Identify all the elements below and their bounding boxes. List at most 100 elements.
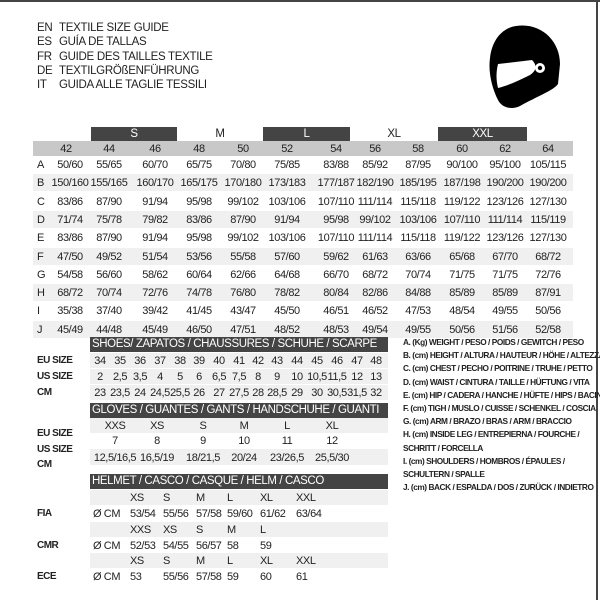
table-cell: 9 bbox=[274, 371, 280, 383]
legend-line: C. (cm) CHEST / PECHO / POITRINE / TRUHE… bbox=[403, 363, 593, 374]
table-cell: 91/94 bbox=[142, 195, 168, 208]
table-cell: S bbox=[199, 420, 207, 432]
table-cell: 49/52 bbox=[96, 250, 122, 263]
table-cell: 49/55 bbox=[492, 305, 518, 318]
helmet-unit: Ø CM bbox=[93, 571, 121, 583]
size-group-m: M bbox=[177, 127, 263, 141]
table-cell: 103/106 bbox=[268, 195, 306, 208]
table-cell: 54/58 bbox=[57, 268, 83, 281]
table-cell: 83/86 bbox=[57, 195, 83, 208]
size-number: 62 bbox=[499, 142, 511, 155]
table-cell: 45 bbox=[311, 355, 323, 367]
table-cell: 51/54 bbox=[142, 250, 168, 263]
table-cell: 43/47 bbox=[230, 305, 256, 318]
size-number: 60 bbox=[456, 142, 468, 155]
size-group-label: XL bbox=[387, 128, 401, 140]
table-cell: 91/94 bbox=[142, 232, 168, 245]
table-cell: 48/53 bbox=[323, 323, 349, 336]
table-cell: 127/130 bbox=[529, 232, 567, 245]
row-label: CM bbox=[37, 459, 52, 470]
table-cell: 119/122 bbox=[443, 232, 481, 245]
table-cell: 60/64 bbox=[186, 268, 212, 281]
table-cell: 13 bbox=[370, 371, 382, 383]
size-number: 44 bbox=[103, 142, 115, 155]
table-cell: 160/170 bbox=[136, 177, 174, 190]
table-cell: 47/53 bbox=[405, 305, 431, 318]
table-cell: 83/86 bbox=[186, 213, 212, 226]
table-cell: 31,5 bbox=[347, 387, 367, 399]
table-cell: 50/60 bbox=[57, 159, 83, 171]
table-cell: XL bbox=[325, 420, 339, 432]
measurement-legend: A. (Kg) WEIGHT / PESO / POIDS / GEWITCH … bbox=[403, 336, 600, 494]
table-cell: 36 bbox=[134, 355, 146, 367]
table-cell: 41 bbox=[233, 355, 245, 367]
size-number: 58 bbox=[412, 142, 424, 155]
table-cell: XS bbox=[150, 420, 164, 432]
row-label: US SIZE bbox=[37, 444, 73, 455]
table-cell: 34 bbox=[94, 355, 106, 367]
table-cell: 99/102 bbox=[359, 213, 391, 226]
table-cell: XXS bbox=[104, 420, 126, 432]
table-cell: 187/198 bbox=[443, 177, 481, 190]
title-line: IT GUIDA ALLE TAGLIE TESSILI bbox=[37, 78, 213, 92]
row-letter: I bbox=[37, 305, 40, 318]
table-cell: 7 bbox=[112, 435, 118, 447]
table-cell: 83/88 bbox=[323, 159, 349, 171]
size-number: 56 bbox=[369, 142, 381, 155]
language-code: EN bbox=[37, 22, 53, 34]
table-cell: 42 bbox=[252, 355, 264, 367]
table-cell: 2,5 bbox=[112, 371, 128, 383]
table-cell: 83/86 bbox=[57, 232, 83, 245]
table-cell: M bbox=[239, 420, 249, 432]
table-cell: 71/74 bbox=[57, 213, 83, 226]
helmet-standard-label: FIA bbox=[37, 508, 52, 519]
table-cell: 45/50 bbox=[274, 305, 300, 318]
helmet-value: 59 bbox=[260, 539, 272, 552]
helmet-size: L bbox=[227, 555, 233, 567]
table-cell: 16,5/19 bbox=[140, 452, 174, 464]
table-cell: 115/118 bbox=[400, 232, 436, 245]
size-number: 48 bbox=[193, 142, 205, 155]
legend-line: H. (cm) INSIDE LEG / ENTREPIERNA / FOURC… bbox=[403, 429, 580, 440]
size-number: 46 bbox=[149, 142, 161, 155]
size-group-xl: XL bbox=[350, 127, 438, 141]
legend-line: J. (cm) BACK / ESPALDA / DOS / ZURÜCK / … bbox=[403, 482, 594, 493]
size-group-xxl: XXL bbox=[438, 127, 527, 141]
helmet-unit: Ø CM bbox=[93, 539, 121, 552]
table-cell: 29 bbox=[291, 387, 303, 399]
row-label: CM bbox=[37, 387, 52, 398]
helmet-size: XS bbox=[163, 523, 177, 536]
row-letter: C bbox=[37, 195, 45, 208]
row-letter: E bbox=[37, 232, 44, 245]
table-cell: 150/160 bbox=[51, 177, 89, 190]
title-line: DE TEXTILGRÖßENFÜHRUNG bbox=[37, 64, 213, 78]
table-cell: 107/110 bbox=[317, 232, 355, 245]
table-cell: 65/75 bbox=[186, 159, 212, 171]
helmet-size: XXS bbox=[130, 523, 151, 536]
helmet-icon bbox=[489, 25, 560, 108]
size-group-s: S bbox=[91, 127, 177, 141]
table-cell: 25,5 bbox=[170, 387, 190, 399]
helmet-value: 59/60 bbox=[227, 508, 253, 520]
table-cell: 87/95 bbox=[405, 159, 431, 171]
table-cell: 103/106 bbox=[268, 232, 306, 245]
title-line: FR GUIDE DES TAILLES TEXTILE bbox=[37, 50, 213, 64]
size-number: 52 bbox=[281, 142, 293, 155]
table-cell: 82/86 bbox=[362, 287, 388, 300]
table-cell: 107/110 bbox=[317, 195, 355, 208]
table-cell: 185/195 bbox=[399, 177, 437, 190]
table-cell: 74/78 bbox=[186, 287, 212, 300]
table-cell: 41/45 bbox=[186, 305, 212, 318]
table-cell: 51/56 bbox=[492, 323, 518, 336]
table-cell: 111/114 bbox=[487, 213, 523, 226]
table-cell: 87/90 bbox=[96, 232, 122, 245]
row-letter: F bbox=[37, 250, 44, 263]
table-cell: 68/72 bbox=[535, 250, 561, 263]
helmet-value: 54/55 bbox=[163, 539, 189, 552]
row-stripe bbox=[90, 490, 388, 505]
size-number: 54 bbox=[330, 142, 342, 155]
table-cell: 11,5 bbox=[327, 371, 347, 383]
row-stripe bbox=[90, 385, 388, 400]
table-cell: 111/114 bbox=[357, 232, 393, 245]
table-cell: 44 bbox=[291, 355, 303, 367]
